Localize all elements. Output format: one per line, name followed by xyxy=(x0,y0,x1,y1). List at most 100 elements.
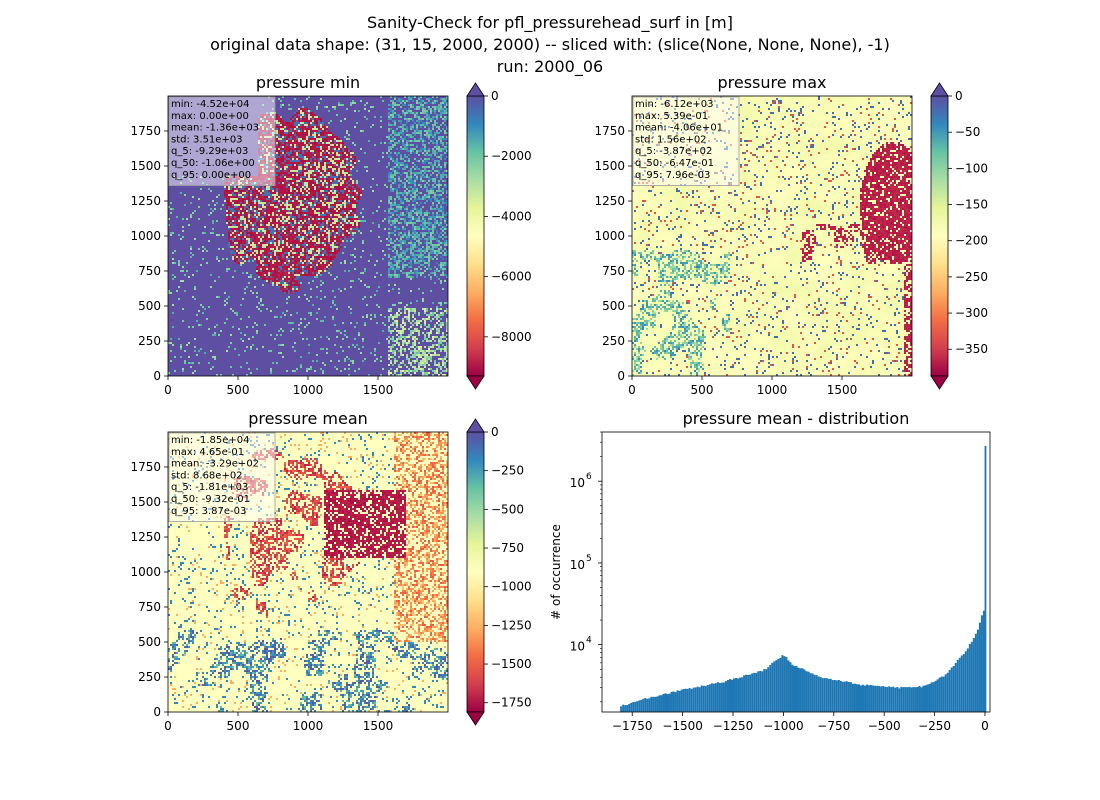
histogram-bar xyxy=(728,679,731,712)
histogram-bar xyxy=(751,673,754,712)
x-tick-label: −1500 xyxy=(662,719,703,733)
histogram-bar xyxy=(878,686,881,712)
histogram-bar xyxy=(811,673,814,712)
histogram-bar xyxy=(720,682,723,712)
histogram-bar xyxy=(833,680,836,712)
histogram-bar xyxy=(735,677,738,712)
histogram-bar xyxy=(900,686,903,712)
histogram-bar xyxy=(791,664,794,712)
histogram-bar xyxy=(914,687,917,712)
y-tick-label: 1000 xyxy=(130,229,161,243)
y-tick-label: 250 xyxy=(602,334,625,348)
colorbar-tick-label: −250 xyxy=(955,270,988,284)
histogram-bar xyxy=(964,651,967,712)
histogram-bar xyxy=(950,667,953,712)
x-tick-label: −1000 xyxy=(763,719,804,733)
histogram-bar xyxy=(624,705,627,712)
panel-title: pressure max xyxy=(717,73,826,92)
x-tick-label: 500 xyxy=(227,719,250,733)
histogram-bar xyxy=(841,681,844,712)
histogram-bar xyxy=(622,704,625,712)
histogram-bar xyxy=(872,685,875,712)
histogram-bar xyxy=(962,654,965,712)
histogram-bar xyxy=(968,643,971,712)
histogram-bar xyxy=(930,682,933,712)
colorbar-tick-label: 0 xyxy=(491,89,499,103)
colorbar-tick-label: −2000 xyxy=(491,149,532,163)
x-tick-label: 1000 xyxy=(757,383,788,397)
histogram-bar xyxy=(628,703,631,712)
heatmap-panel-3: pressure mean 0 500 1000 1500 0 250 500 750 1000 1… xyxy=(130,409,531,733)
y-tick-label: 0 xyxy=(617,369,625,383)
histogram-bar xyxy=(737,678,740,712)
histogram-bar xyxy=(670,691,673,712)
histogram-bar xyxy=(888,686,891,712)
colorbar-extend-bottom xyxy=(930,375,949,390)
histogram-bar xyxy=(674,692,677,712)
y-tick-label: 1000 xyxy=(130,565,161,579)
histogram-bar xyxy=(980,615,983,712)
stats-line: q_5: -9.29e+03 xyxy=(171,146,248,157)
colorbar-extend-top xyxy=(466,82,485,97)
histogram-bar xyxy=(654,696,657,712)
histogram-bar xyxy=(972,637,975,712)
colorbar-tick-label: −200 xyxy=(955,234,988,248)
histogram-bar xyxy=(859,685,863,712)
stats-line: max: 0.00e+00 xyxy=(171,111,249,122)
x-tick-label: 1500 xyxy=(827,383,858,397)
histogram-bar xyxy=(678,690,681,712)
histogram-bar xyxy=(783,656,786,712)
histogram-bar xyxy=(843,681,846,712)
y-tick-label: 1250 xyxy=(130,530,161,544)
histogram-bar xyxy=(698,687,701,712)
histogram-bar xyxy=(894,687,897,712)
histogram-bar xyxy=(722,682,725,712)
histogram-bar xyxy=(870,684,873,712)
histogram-bar xyxy=(648,698,651,712)
histogram-bar xyxy=(640,699,643,712)
stats-line: max: 4.65e-01 xyxy=(171,447,244,458)
histogram-bar xyxy=(801,668,804,712)
histogram-bar xyxy=(759,670,762,712)
y-tick-label: 0 xyxy=(153,369,161,383)
histogram-bar xyxy=(650,696,653,712)
y-tick-label: 1750 xyxy=(130,460,161,474)
histogram-bar xyxy=(946,672,949,712)
histogram-bar xyxy=(940,676,943,712)
histogram-bar xyxy=(672,691,675,712)
histogram-bar xyxy=(638,700,641,712)
histogram-bar xyxy=(753,672,756,712)
colorbar-tick-label: −250 xyxy=(491,464,524,478)
x-tick-label: 500 xyxy=(691,383,714,397)
colorbar-tick-label: −1000 xyxy=(491,580,532,594)
colorbar-extend-bottom xyxy=(466,375,485,390)
histogram-bar xyxy=(912,687,915,712)
y-tick-label: 1250 xyxy=(130,194,161,208)
stats-line: max: 5.39e-01 xyxy=(635,111,708,122)
colorbar-tick-label: −500 xyxy=(491,502,524,516)
histogram-bar xyxy=(934,680,937,712)
colorbar-tick-label: −50 xyxy=(955,125,980,139)
x-tick-label: 1000 xyxy=(293,719,324,733)
colorbar-tick-label: −350 xyxy=(955,342,988,356)
colorbar-extend-top xyxy=(930,82,949,97)
figure-title-line-2: original data shape: (31, 15, 2000, 2000… xyxy=(210,35,890,54)
histogram-bar xyxy=(664,693,667,712)
y-tick-label: 750 xyxy=(138,264,161,278)
histogram-bar xyxy=(898,688,901,712)
histogram-bar xyxy=(813,674,816,712)
y-tick-label: 1500 xyxy=(594,159,625,173)
y-tick-label: 750 xyxy=(138,600,161,614)
histogram-bar xyxy=(692,687,695,712)
y-tick-label: 1500 xyxy=(130,159,161,173)
y-tick-label: 10 xyxy=(570,640,585,654)
histogram-bar xyxy=(787,660,790,712)
histogram-bar xyxy=(866,684,869,712)
histogram-bar xyxy=(730,679,734,712)
histogram-bar xyxy=(847,682,850,712)
x-tick-label: −1750 xyxy=(612,719,653,733)
histogram-bar xyxy=(956,659,959,712)
colorbar xyxy=(466,95,485,377)
histogram-bar xyxy=(702,685,705,712)
